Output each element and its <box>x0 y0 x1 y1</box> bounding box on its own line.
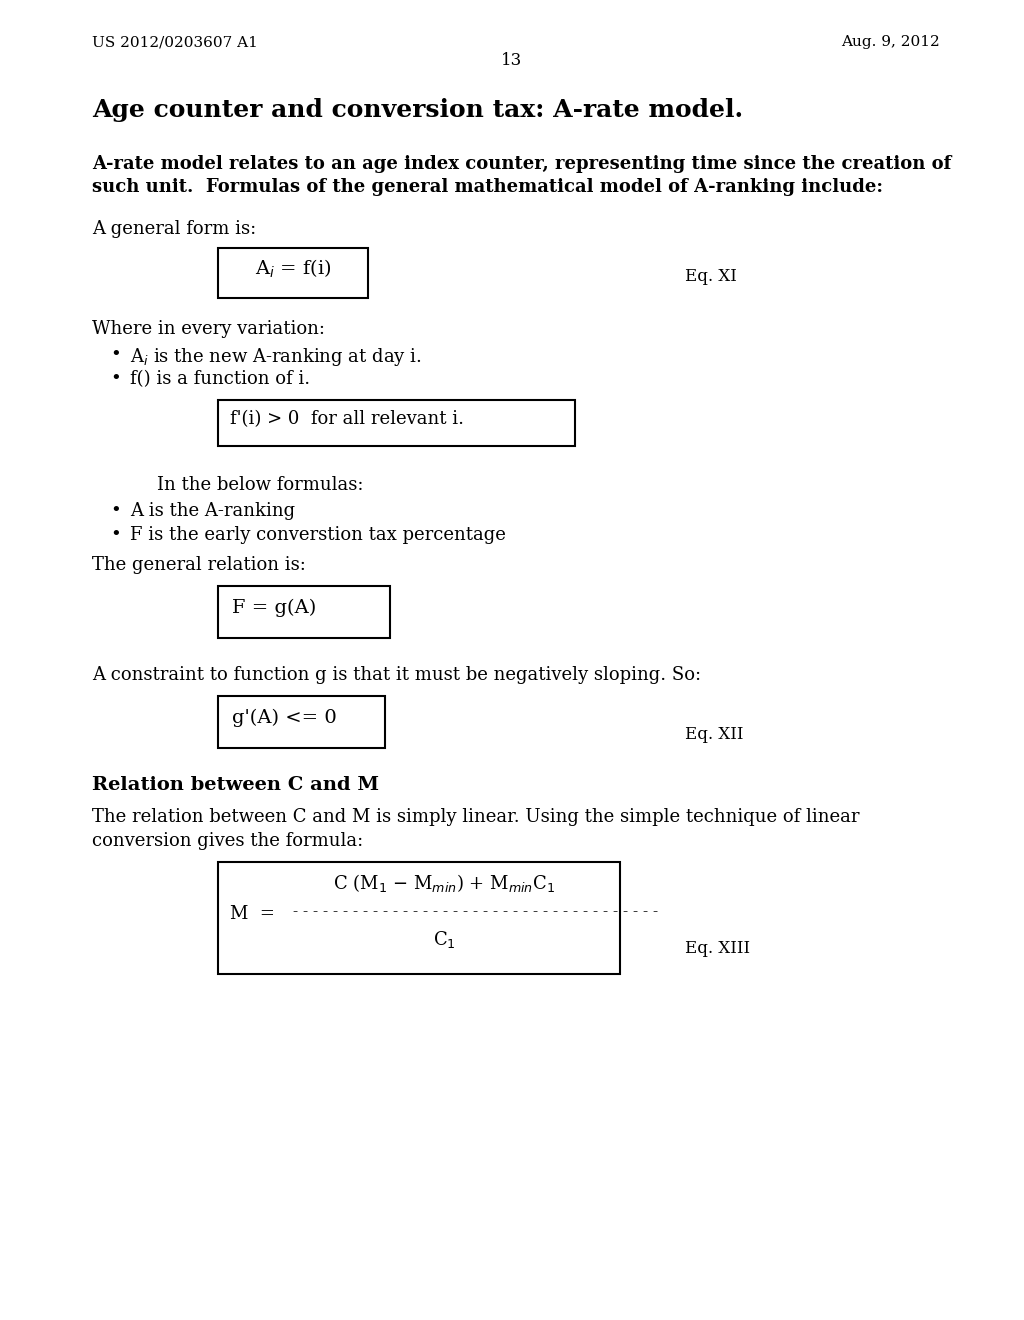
Text: Eq. XII: Eq. XII <box>685 726 743 743</box>
Text: C (M$_1$ $-$ M$_{min}$) + M$_{min}$C$_1$: C (M$_1$ $-$ M$_{min}$) + M$_{min}$C$_1$ <box>333 873 555 894</box>
Text: •: • <box>110 370 121 388</box>
Text: Relation between C and M: Relation between C and M <box>92 776 379 795</box>
Text: F is the early converstion tax percentage: F is the early converstion tax percentag… <box>130 525 506 544</box>
Text: A$_i$ = f(i): A$_i$ = f(i) <box>255 257 331 280</box>
Text: A-rate model relates to an age index counter, representing time since the creati: A-rate model relates to an age index cou… <box>92 154 951 173</box>
Text: The general relation is:: The general relation is: <box>92 556 306 574</box>
Bar <box>218 248 368 298</box>
Text: 13: 13 <box>502 51 522 69</box>
Text: A constraint to function g is that it must be negatively sloping. So:: A constraint to function g is that it mu… <box>92 667 701 684</box>
Text: f() is a function of i.: f() is a function of i. <box>130 370 310 388</box>
Text: C$_1$: C$_1$ <box>432 929 456 950</box>
Text: A$_i$ is the new A-ranking at day i.: A$_i$ is the new A-ranking at day i. <box>130 346 422 368</box>
Text: M  =: M = <box>230 906 281 923</box>
Text: Where in every variation:: Where in every variation: <box>92 319 325 338</box>
Text: F = g(A): F = g(A) <box>232 599 316 618</box>
Text: Age counter and conversion tax: A-rate model.: Age counter and conversion tax: A-rate m… <box>92 98 743 121</box>
Text: •: • <box>110 502 121 520</box>
Text: US 2012/0203607 A1: US 2012/0203607 A1 <box>92 36 258 49</box>
Text: - - - - - - - - - - - - - - - - - - - - - - - - - - - - - - - - - - - - -: - - - - - - - - - - - - - - - - - - - - … <box>293 906 658 919</box>
Bar <box>218 400 575 446</box>
Text: Eq. XIII: Eq. XIII <box>685 940 751 957</box>
Bar <box>218 862 620 974</box>
Bar <box>218 696 385 748</box>
Text: such unit.  Formulas of the general mathematical model of A-ranking include:: such unit. Formulas of the general mathe… <box>92 178 883 195</box>
Text: Eq. XI: Eq. XI <box>685 268 737 285</box>
Text: f'(i) > 0  for all relevant i.: f'(i) > 0 for all relevant i. <box>230 411 464 428</box>
Text: conversion gives the formula:: conversion gives the formula: <box>92 832 364 850</box>
Text: The relation between C and M is simply linear. Using the simple technique of lin: The relation between C and M is simply l… <box>92 808 859 826</box>
Text: A general form is:: A general form is: <box>92 220 256 238</box>
Bar <box>218 586 390 638</box>
Text: A is the A-ranking: A is the A-ranking <box>130 502 295 520</box>
Text: Aug. 9, 2012: Aug. 9, 2012 <box>842 36 940 49</box>
Text: •: • <box>110 346 121 364</box>
Text: g'(A) <= 0: g'(A) <= 0 <box>232 709 337 727</box>
Text: •: • <box>110 525 121 544</box>
Text: In the below formulas:: In the below formulas: <box>157 477 364 494</box>
